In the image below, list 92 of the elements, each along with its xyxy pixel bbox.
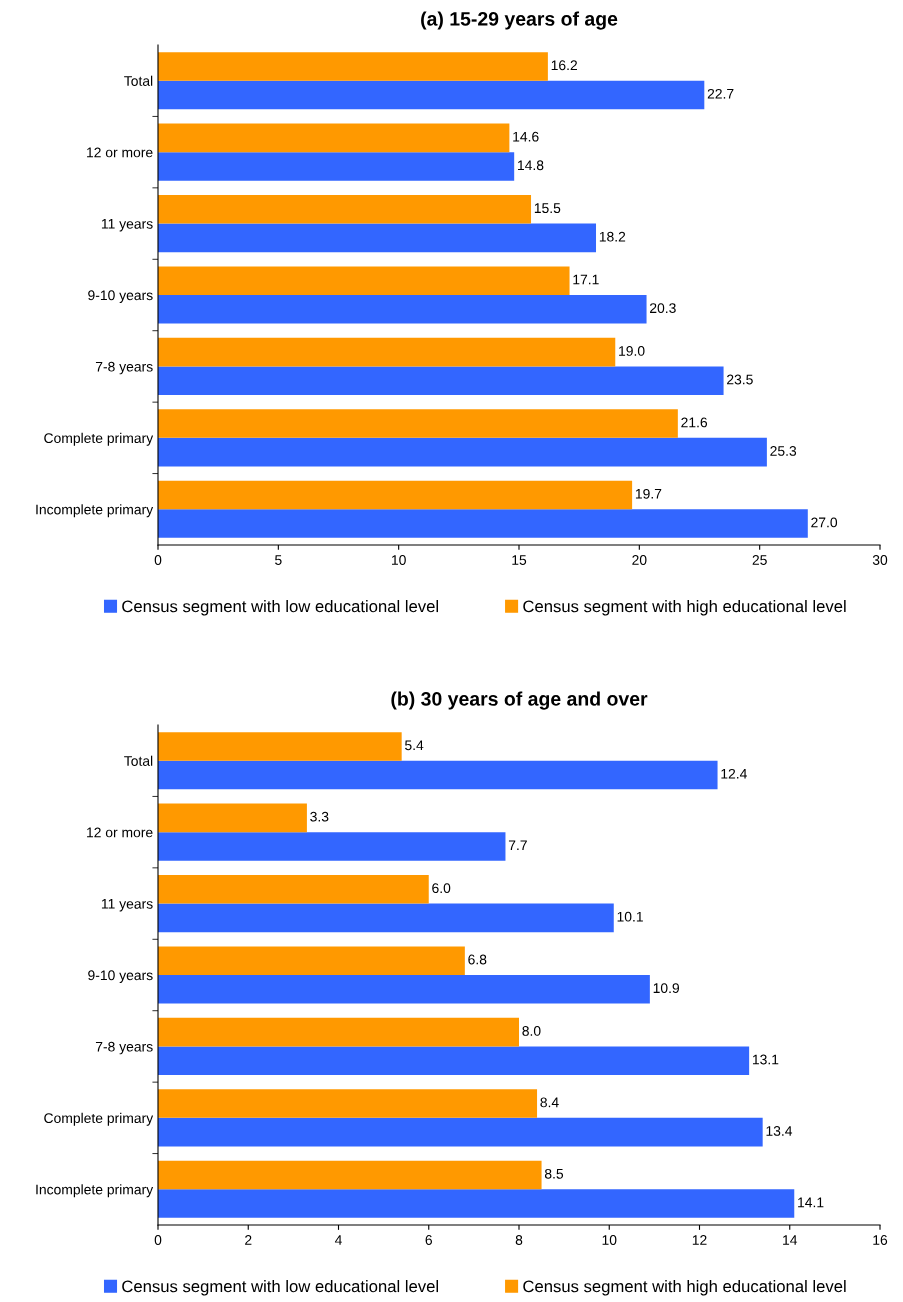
bar (158, 1189, 795, 1218)
legend-label: Census segment with low educational level (122, 1280, 438, 1296)
y-tick-label: 9-10 years (88, 290, 153, 303)
bar (158, 1017, 519, 1047)
bar (158, 195, 532, 224)
data-label: 14.1 (798, 1197, 824, 1208)
y-tick-label: 12 or more (87, 147, 153, 158)
y-tick-label: 12 or more (87, 827, 153, 838)
bar (158, 123, 510, 153)
y-tick-label: Total (124, 755, 153, 766)
bar (158, 295, 647, 324)
data-label: 25.3 (770, 446, 797, 456)
x-tick-label: 16 (873, 1235, 888, 1245)
data-label: 23.5 (727, 374, 753, 385)
bar (158, 409, 678, 438)
bar (158, 732, 402, 761)
data-label: 18.2 (599, 231, 626, 242)
bar (158, 437, 767, 467)
data-label: 20.3 (650, 303, 676, 314)
data-label: 15.5 (534, 203, 561, 214)
x-tick-label: 4 (334, 1235, 342, 1245)
x-tick-label: 10 (602, 1235, 617, 1245)
data-label: 3.3 (310, 811, 329, 822)
y-tick-label: 11 years (101, 219, 153, 232)
bar (158, 760, 718, 790)
bar (158, 480, 633, 510)
y-tick-label: Total (124, 75, 153, 86)
bar (158, 366, 724, 395)
data-label: 6.0 (432, 883, 451, 894)
x-tick-label: 14 (783, 1235, 798, 1245)
x-tick-label: 0 (154, 1235, 162, 1245)
x-tick-label: 30 (872, 555, 888, 565)
x-tick-label: 6 (425, 1235, 432, 1245)
bar (158, 80, 705, 110)
bar (158, 875, 429, 904)
y-tick-label: Incomplete primary (36, 1184, 154, 1198)
data-label: 10.1 (617, 911, 643, 922)
y-tick-label: 7-8 years (95, 1041, 153, 1055)
bar (158, 946, 465, 975)
data-label: 16.2 (551, 60, 577, 71)
x-tick-label: 15 (512, 555, 527, 565)
bar (158, 1117, 763, 1147)
data-label: 8.5 (544, 1168, 564, 1179)
bar (158, 1046, 750, 1075)
chart-title: (a) 15-29 years of age (421, 11, 618, 30)
data-label: 10.9 (653, 983, 680, 994)
bar (158, 1089, 538, 1118)
data-label: 19.0 (619, 346, 645, 356)
x-tick-label: 8 (515, 1235, 523, 1245)
legend-label: Census segment with low educational level (122, 600, 438, 616)
bar (158, 832, 506, 861)
data-label: 17.1 (573, 274, 599, 285)
x-tick-label: 5 (275, 555, 282, 565)
bar (158, 903, 614, 933)
y-tick-label: Complete primary (44, 1112, 154, 1126)
x-tick-label: 25 (752, 555, 767, 565)
bar (158, 266, 570, 295)
x-tick-label: 20 (632, 555, 647, 565)
data-label: 14.8 (518, 160, 544, 171)
y-tick-label: Complete primary (44, 432, 154, 446)
y-tick-label: Incomplete primary (36, 504, 154, 518)
data-label: 13.4 (766, 1126, 793, 1136)
data-label: 13.1 (752, 1054, 779, 1065)
data-label: 12.4 (721, 768, 747, 779)
bar (158, 152, 515, 181)
data-label: 5.4 (405, 740, 424, 751)
data-label: 27.0 (811, 517, 838, 528)
chart-title: (b) 30 years of age and over (391, 691, 648, 710)
legend-label: Census segment with high educational level (523, 1280, 846, 1296)
bar (158, 223, 597, 253)
y-tick-label: 11 years (101, 899, 153, 912)
bar (158, 975, 650, 1004)
x-tick-label: 10 (392, 555, 406, 565)
data-label: 8.4 (540, 1097, 559, 1108)
y-tick-label: 9-10 years (88, 970, 153, 983)
data-label: 7.7 (508, 840, 527, 851)
bar (158, 1160, 542, 1190)
bar (158, 803, 307, 833)
data-label: 22.7 (707, 88, 734, 99)
x-tick-label: 0 (154, 555, 162, 565)
y-tick-label: 7-8 years (95, 361, 153, 375)
legend-label: Census segment with high educational level (523, 600, 846, 616)
bar (158, 337, 616, 367)
data-label: 19.7 (635, 488, 662, 499)
data-label: 8.0 (522, 1026, 541, 1036)
bar (158, 509, 808, 538)
data-label: 6.8 (468, 954, 487, 965)
x-tick-label: 12 (692, 1235, 707, 1245)
data-label: 14.6 (513, 131, 539, 142)
data-label: 21.6 (681, 417, 708, 428)
bar (158, 52, 548, 81)
x-tick-label: 2 (245, 1235, 252, 1245)
